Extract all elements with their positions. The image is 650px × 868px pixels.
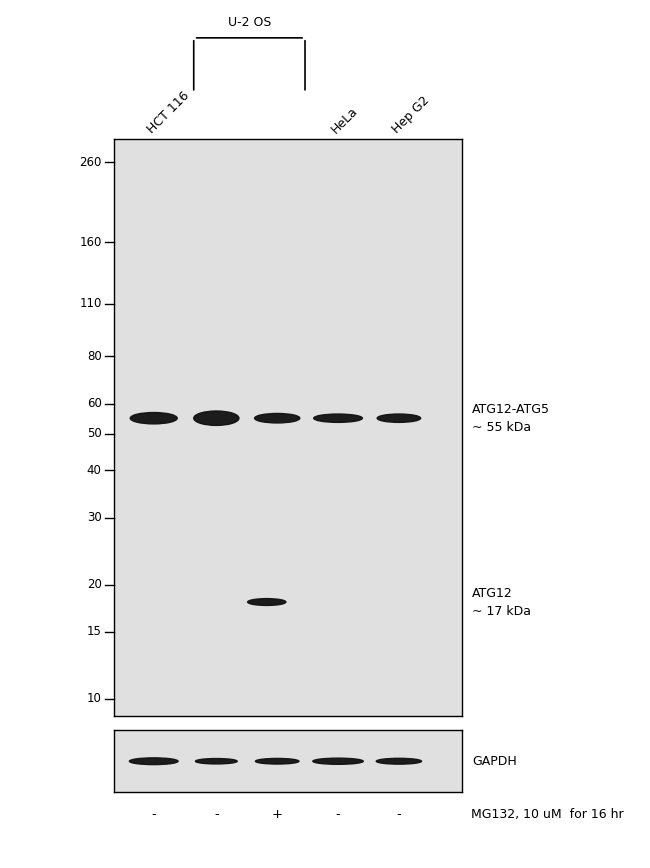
Ellipse shape xyxy=(376,759,421,764)
Text: 40: 40 xyxy=(86,464,101,477)
Text: 80: 80 xyxy=(87,350,101,363)
Ellipse shape xyxy=(255,413,300,423)
Ellipse shape xyxy=(314,414,363,423)
Text: 20: 20 xyxy=(86,578,101,591)
Text: U-2 OS: U-2 OS xyxy=(227,16,271,30)
Text: 10: 10 xyxy=(86,692,101,705)
Ellipse shape xyxy=(255,759,299,764)
Text: -: - xyxy=(214,808,218,821)
Text: GAPDH: GAPDH xyxy=(472,755,517,767)
Ellipse shape xyxy=(248,599,286,606)
Text: 60: 60 xyxy=(86,398,101,411)
Text: HeLa: HeLa xyxy=(329,104,361,136)
Text: 110: 110 xyxy=(79,298,101,311)
Ellipse shape xyxy=(194,411,239,425)
Ellipse shape xyxy=(313,758,363,765)
Ellipse shape xyxy=(196,759,237,764)
Text: HCT 116: HCT 116 xyxy=(144,89,192,136)
Ellipse shape xyxy=(130,412,177,424)
Text: 50: 50 xyxy=(87,427,101,440)
Text: 260: 260 xyxy=(79,156,101,169)
Text: -: - xyxy=(335,808,341,821)
Text: Hep G2: Hep G2 xyxy=(390,94,432,136)
Text: MG132, 10 uM  for 16 hr: MG132, 10 uM for 16 hr xyxy=(471,808,624,821)
Ellipse shape xyxy=(129,758,178,765)
Text: 15: 15 xyxy=(86,626,101,639)
Text: 30: 30 xyxy=(87,511,101,524)
Text: ATG12-ATG5
~ 55 kDa: ATG12-ATG5 ~ 55 kDa xyxy=(472,403,550,434)
Text: 160: 160 xyxy=(79,236,101,249)
Text: +: + xyxy=(272,808,283,821)
Ellipse shape xyxy=(377,414,421,423)
Text: -: - xyxy=(151,808,156,821)
Text: ATG12
~ 17 kDa: ATG12 ~ 17 kDa xyxy=(472,587,531,617)
Text: -: - xyxy=(396,808,401,821)
